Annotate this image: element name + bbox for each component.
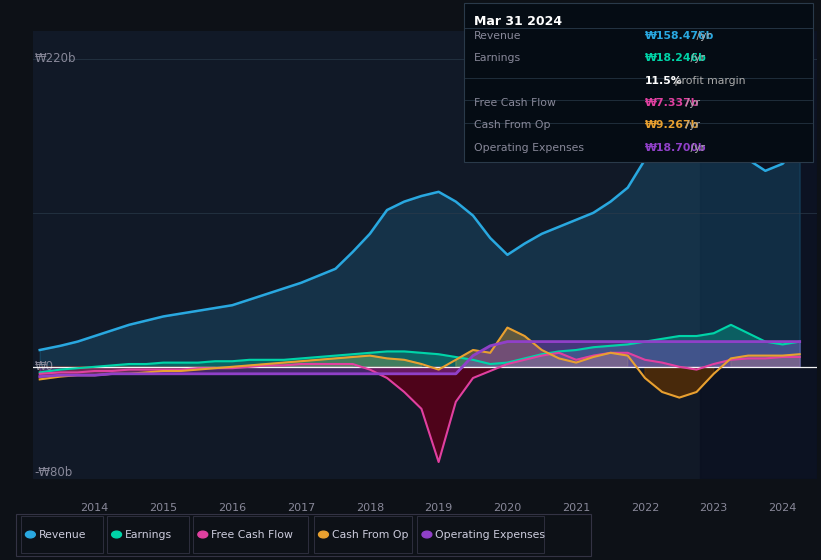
Text: 11.5%: 11.5% <box>644 76 682 86</box>
Text: Revenue: Revenue <box>474 31 521 41</box>
Text: ₩7.337b: ₩7.337b <box>644 98 699 108</box>
Text: Cash From Op: Cash From Op <box>474 120 550 130</box>
Bar <box>700 31 817 479</box>
Text: /yr: /yr <box>681 98 699 108</box>
Text: 2015: 2015 <box>149 503 177 514</box>
Text: ₩0: ₩0 <box>34 360 53 374</box>
Text: 2017: 2017 <box>287 503 315 514</box>
Text: 2019: 2019 <box>424 503 452 514</box>
Text: /yr: /yr <box>687 53 705 63</box>
Text: 2018: 2018 <box>355 503 384 514</box>
Text: ₩158.476b: ₩158.476b <box>644 31 714 41</box>
Text: 2022: 2022 <box>631 503 659 514</box>
Text: Earnings: Earnings <box>125 530 172 539</box>
Text: /yr: /yr <box>687 143 705 153</box>
Text: profit margin: profit margin <box>672 76 745 86</box>
Text: 2014: 2014 <box>80 503 109 514</box>
Text: Operating Expenses: Operating Expenses <box>435 530 545 539</box>
Text: /yr: /yr <box>681 120 699 130</box>
Text: ₩220b: ₩220b <box>34 52 76 66</box>
Text: Cash From Op: Cash From Op <box>332 530 408 539</box>
Text: Free Cash Flow: Free Cash Flow <box>474 98 556 108</box>
Text: 2024: 2024 <box>768 503 796 514</box>
Text: /yr: /yr <box>693 31 710 41</box>
Text: ₩18.246b: ₩18.246b <box>644 53 706 63</box>
Text: ₩9.267b: ₩9.267b <box>644 120 699 130</box>
Text: Revenue: Revenue <box>39 530 86 539</box>
Text: Operating Expenses: Operating Expenses <box>474 143 584 153</box>
Text: Mar 31 2024: Mar 31 2024 <box>474 15 562 28</box>
Text: Free Cash Flow: Free Cash Flow <box>211 530 293 539</box>
Text: 2023: 2023 <box>699 503 728 514</box>
Text: ₩18.700b: ₩18.700b <box>644 143 706 153</box>
Text: -₩80b: -₩80b <box>34 465 72 479</box>
Text: 2016: 2016 <box>218 503 246 514</box>
Text: Earnings: Earnings <box>474 53 521 63</box>
Text: 2020: 2020 <box>493 503 521 514</box>
Text: 2021: 2021 <box>562 503 590 514</box>
